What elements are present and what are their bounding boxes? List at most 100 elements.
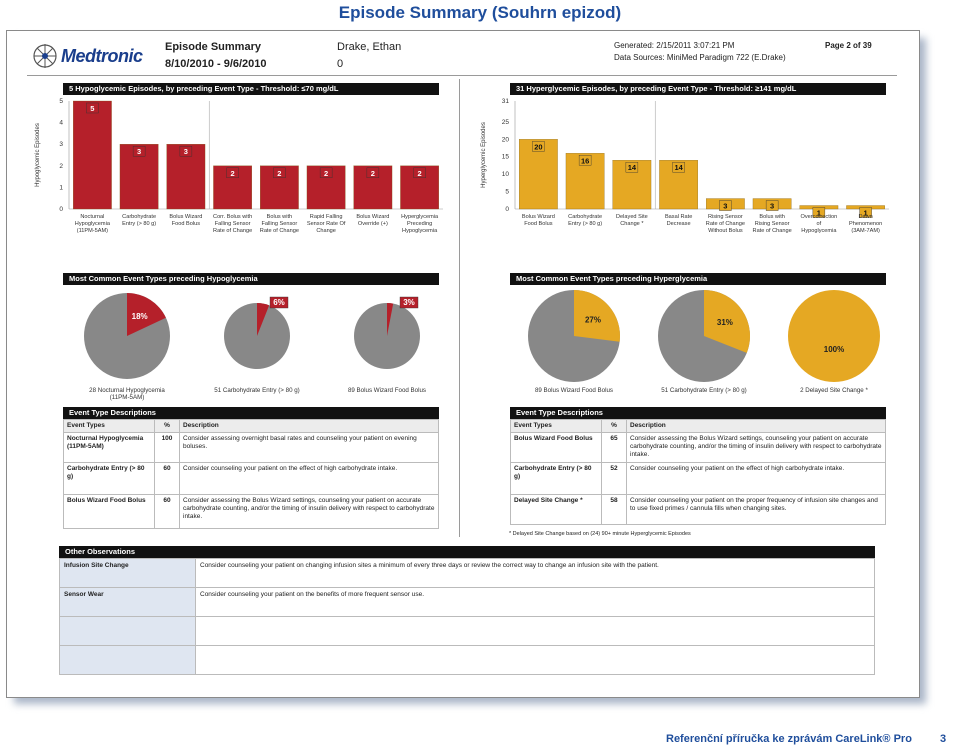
- report-title: Episode Summary: [165, 41, 261, 53]
- x-category-label: Bolus with: [267, 214, 293, 220]
- x-category-label: Rapid Falling: [310, 214, 343, 220]
- patient-id: 0: [337, 58, 344, 70]
- pie-label-box: [269, 296, 289, 309]
- table-row: [59, 645, 875, 675]
- hypo-bar-chart-title: 5 Hypoglycemic Episodes, by preceding Ev…: [63, 83, 439, 95]
- bar-value-box: [319, 167, 333, 179]
- pie-percent-label: 3%: [403, 298, 415, 307]
- pie-label-box: [399, 296, 419, 309]
- x-category-label: Change *: [620, 221, 644, 227]
- brand-name: Medtronic: [61, 46, 143, 66]
- bar-value-label: 14: [628, 163, 637, 172]
- footer-text: Referenční příručka ke zprávám CareLink®…: [666, 733, 912, 745]
- bar-value-label: 20: [534, 142, 542, 151]
- delayed-site-footnote: * Delayed Site Change based on (24) 90+ …: [509, 531, 691, 537]
- observation-text: Consider counseling your patient on the …: [195, 587, 875, 617]
- x-category-label: Falling Sensor: [215, 221, 251, 227]
- observation-text: Consider counseling your patient on chan…: [195, 558, 875, 588]
- bar-value-label: 2: [371, 169, 375, 178]
- pct-cell: 58: [601, 494, 627, 526]
- hyper-desc-table: Event Types % Description Bolus Wizard F…: [510, 418, 886, 526]
- medtronic-logo: Medtronic: [31, 41, 155, 73]
- x-category-label: Carbohydrate: [568, 214, 602, 220]
- header-event-types: Event Types: [510, 418, 602, 434]
- hyper-bar-chart: Hyperglycemic Episodes05101520253120Bolu…: [481, 98, 889, 234]
- x-category-label: Hypoglycemia: [75, 221, 111, 227]
- pie-caption: 2 Delayed Site Change *: [800, 387, 868, 394]
- bar-value-label: 2: [231, 169, 235, 178]
- report-page-number: Page 2 of 39: [825, 41, 872, 50]
- bar-value-box: [226, 167, 239, 179]
- table-header-row: Event Types % Description: [510, 418, 886, 434]
- x-category-label: Hypoglycemia: [402, 228, 438, 234]
- pie-slice: [387, 303, 394, 336]
- bar-value-label: 1: [864, 209, 868, 218]
- pie-caption: (11PM-5AM): [110, 394, 145, 401]
- patient-name: Drake, Ethan: [337, 41, 402, 53]
- bar-value-box: [532, 141, 545, 152]
- pie-slice: [127, 293, 166, 336]
- pie-percent-label: 27%: [585, 315, 601, 324]
- event-type-cell: Carbohydrate Entry (> 80 g): [63, 462, 155, 496]
- y-tick-label: 25: [502, 119, 510, 126]
- hypo-pie-title: Most Common Event Types preceding Hypogl…: [63, 273, 439, 285]
- pie-percent-label: 31%: [717, 318, 733, 327]
- hypo-bar-chart: Hypoglycemic Episodes0123455NocturnalHyp…: [35, 98, 443, 234]
- x-category-label: Hypoglycemia: [801, 228, 837, 234]
- y-tick-label: 5: [59, 98, 63, 105]
- hypo-desc-title: Event Type Descriptions: [63, 407, 439, 419]
- bar-value-label: 3: [723, 202, 727, 211]
- y-tick-label: 5: [505, 189, 509, 196]
- y-tick-label: 20: [502, 136, 510, 143]
- header-divider: [27, 75, 897, 76]
- table-row: [59, 616, 875, 646]
- x-category-label: Phenomenon: [849, 221, 882, 227]
- page-title: Episode Summary (Souhrn epizod): [338, 3, 622, 22]
- bar-value-box: [812, 207, 826, 218]
- hyper-pie-title: Most Common Event Types preceding Hyperg…: [510, 273, 886, 285]
- y-tick-label: 3: [59, 141, 63, 148]
- hyper-desc-title: Event Type Descriptions: [510, 407, 886, 419]
- report-sheet: Medtronic Episode Summary 8/10/2010 - 9/…: [6, 30, 920, 698]
- event-type-cell: Nocturnal Hypoglycemia (11PM-5AM): [63, 432, 155, 464]
- y-axis-label: Hyperglycemic Episodes: [481, 122, 487, 188]
- x-category-label: Entry (> 80 g): [568, 221, 602, 227]
- bar-value-label: 5: [90, 104, 94, 113]
- bar-value-label: 2: [277, 169, 281, 178]
- table-row: Carbohydrate Entry (> 80 g) 52 Consider …: [510, 462, 886, 496]
- x-category-label: Bolus Wizard: [522, 214, 555, 220]
- x-category-label: Rate of Change: [260, 228, 299, 234]
- event-type-cell: Delayed Site Change *: [510, 494, 602, 526]
- observations-table: Infusion Site Change Consider counseling…: [59, 558, 875, 675]
- x-category-label: Rate of Change: [213, 228, 252, 234]
- bar-value-label: 3: [137, 147, 141, 156]
- x-category-label: Entry (> 80 g): [122, 221, 156, 227]
- hyper-bar-chart-title: 31 Hyperglycemic Episodes, by preceding …: [510, 83, 886, 95]
- pie-percent-label: 100%: [824, 345, 844, 354]
- x-category-label: Carbohydrate: [122, 214, 156, 220]
- hypo-pie-charts: 18% 28 Nocturnal Hypoglycemia(11PM-5AM) 6%…: [84, 293, 426, 401]
- y-tick-label: 31: [502, 98, 510, 105]
- hyper-pie-charts: 27% 89 Bolus Wizard Food Bolus 31% 51 Carbo…: [528, 290, 880, 394]
- x-category-label: Bolus Wizard: [356, 214, 389, 220]
- x-category-label: Hyperglycemia: [401, 214, 439, 220]
- description-cell: Consider assessing the Bolus Wizard sett…: [626, 432, 886, 464]
- header-pct: %: [154, 418, 180, 434]
- pie-percent-label: 18%: [132, 312, 148, 321]
- data-sources: Data Sources: MiniMed Paradigm 722 (E.Dr…: [614, 53, 786, 62]
- x-category-label: Rising Sensor: [755, 221, 790, 227]
- y-axis-label: Hypoglycemic Episodes: [35, 123, 41, 187]
- pie-slice: [704, 290, 750, 353]
- header-pct: %: [601, 418, 627, 434]
- x-category-label: Falling Sensor: [261, 221, 297, 227]
- event-type-cell: Bolus Wizard Food Bolus: [63, 494, 155, 530]
- table-row: Sensor Wear Consider counseling your pat…: [59, 587, 875, 617]
- x-category-label: Food Bolus: [172, 221, 200, 227]
- description-cell: Consider assessing overnight basal rates…: [179, 432, 439, 464]
- pie-caption: 89 Bolus Wizard Food Bolus: [535, 387, 613, 394]
- y-tick-label: 0: [59, 206, 63, 213]
- bar-value-box: [179, 146, 193, 157]
- y-tick-label: 10: [502, 171, 510, 178]
- x-category-label: Dawn: [858, 214, 872, 220]
- description-cell: Consider counseling your patient on the …: [179, 462, 439, 496]
